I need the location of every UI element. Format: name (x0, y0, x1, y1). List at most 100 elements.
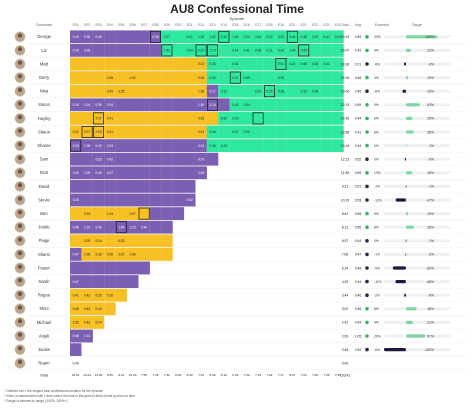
episode-cell (218, 112, 230, 125)
total-episode-value: 8:30 (175, 373, 181, 377)
contestant-name: Raam (38, 361, 50, 366)
episode-value: 0:36 (95, 103, 101, 107)
episode-cell (138, 193, 150, 207)
episode-value: 0:46 (95, 35, 101, 39)
contestant-name: Moni (39, 306, 48, 311)
avatar-head-gerry (17, 74, 23, 79)
outlined-cell (93, 126, 104, 138)
episode-value: 0:41 (335, 35, 341, 39)
avatar-head-hayley (17, 115, 23, 120)
avatar-head-fraser (17, 264, 23, 269)
episode-value: 2:13 (198, 144, 204, 148)
episode-value: 0:32 (118, 239, 124, 243)
total-episode-value: 8:41 (118, 373, 124, 377)
row-expected: 0% (374, 239, 379, 243)
episode-value: 1:07 (164, 35, 170, 39)
episode-value: 0:41 (107, 117, 113, 121)
row-expected: 13% (374, 171, 381, 175)
episode-cell (229, 71, 242, 84)
episode-cell (81, 152, 93, 166)
episode-cell (172, 152, 185, 166)
episode-cell (70, 343, 82, 356)
episode-cell (161, 112, 173, 125)
gauge-bar (405, 252, 407, 256)
episode-cell (115, 84, 128, 98)
episode-value: 0:24 (84, 212, 90, 216)
row-avg: 0:44 (355, 144, 362, 148)
contestant-name: Anjali (39, 333, 49, 338)
episode-cell (70, 98, 82, 112)
episode-cell (149, 112, 162, 125)
episode-cell (104, 261, 116, 275)
episode-cell (92, 316, 105, 329)
episode-cell (81, 329, 93, 343)
episode-cell (70, 302, 82, 316)
row-expected: -8% (374, 62, 380, 66)
episode-cell (161, 220, 173, 234)
gauge-label: -60% (426, 266, 434, 270)
avatar-head-ben (17, 210, 23, 215)
episode-cell (263, 98, 276, 112)
row-avg: 0:54 (355, 321, 362, 325)
header-e03: E03 (95, 23, 101, 27)
avatar-head-rick (17, 169, 23, 174)
episode-cell (81, 302, 93, 316)
episode-cell (115, 71, 128, 84)
row-avg: 0:52 (355, 158, 362, 162)
episode-cell (172, 98, 185, 112)
row-expected: -1% (374, 253, 380, 257)
episode-cell (252, 30, 264, 44)
contestant-name: Nina (40, 89, 49, 94)
header-e04: E04 (107, 23, 113, 27)
episode-cell (92, 166, 105, 180)
episode-cell (241, 84, 253, 98)
episode-value: 1:09 (84, 144, 90, 148)
episode-cell (195, 166, 207, 180)
status-bad-icon (365, 239, 369, 243)
episode-cell (70, 234, 82, 248)
episode-cell (127, 112, 139, 125)
episode-cell (241, 44, 253, 57)
gauge-track (384, 184, 450, 188)
header-e17: E17 (255, 23, 261, 27)
episode-cell (104, 71, 116, 84)
episode-cell (70, 71, 82, 84)
episode-cell (195, 44, 207, 57)
episode-value: 0:30 (209, 76, 215, 80)
outlined-cell (70, 139, 82, 152)
avatar-head-anjali (17, 332, 23, 337)
status-good-icon (365, 225, 369, 229)
header-e16: E16 (244, 23, 250, 27)
row-total: 3:44 (342, 294, 349, 298)
episode-cell (161, 166, 173, 180)
total-episode-value: 8:28 (209, 373, 215, 377)
episode-cell (104, 193, 116, 207)
episode-cell (309, 44, 321, 57)
row-total: 2:42 (342, 321, 349, 325)
header-e11: E11 (187, 23, 193, 27)
row-avg: 0:46 (355, 294, 362, 298)
episode-cell (138, 84, 150, 98)
episode-cell (92, 84, 105, 98)
episode-value: 0:34 (107, 103, 113, 107)
row-avg: 0:49 (355, 103, 362, 107)
outlined-cell (161, 44, 173, 57)
episode-cell (127, 275, 139, 288)
episode-cell (218, 30, 230, 44)
episode-cell (206, 112, 219, 125)
episode-value: 1:54 (118, 225, 124, 229)
gauge-track (384, 252, 450, 256)
header-e10: E10 (175, 23, 181, 27)
footnote-3: * Gauge is trimmed to range [-100%, 200%… (4, 399, 68, 403)
header-total: Total (341, 23, 348, 27)
episode-cell (332, 98, 344, 112)
episode-value: 0:21 (232, 76, 238, 80)
episode-cell (161, 139, 173, 152)
episode-cell (81, 84, 93, 98)
episode-value: 0:21 (266, 49, 272, 53)
episode-cell (252, 125, 264, 139)
episode-cell (149, 234, 162, 248)
gauge-label: 36% (427, 226, 434, 230)
episode-cell (127, 57, 139, 71)
episode-cell (92, 57, 105, 71)
